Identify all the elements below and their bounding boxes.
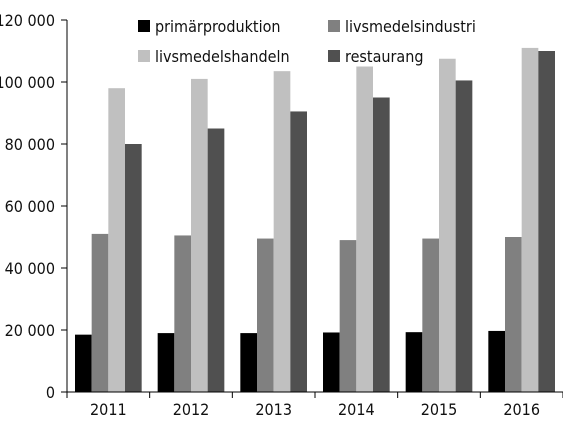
y-ticks: 0 20 000 40 000 60 000 80 000 100 000 120 000 [0,11,67,402]
bar-primärproduktion-2016 [488,330,505,392]
series-primärproduktion [75,330,505,392]
legend-swatch [138,50,150,62]
y-tick-label: 60 000 [5,197,55,216]
bar-livsmedelsindustri-2012 [174,235,191,392]
bar-livsmedelshandeln-2016 [521,47,539,393]
bar-primärproduktion-2011 [75,334,92,392]
bar-livsmedelshandeln-2015 [439,58,456,392]
bar-restaurang-2014 [373,97,390,392]
bar-livsmedelsindustri-2016 [505,237,522,392]
x-tick-label: 2012 [173,400,210,419]
bar-primärproduktion-2013 [240,333,257,392]
x-tick-label: 2016 [503,400,540,419]
bar-primärproduktion-2012 [157,333,175,392]
bar-livsmedelsindustri-2013 [257,238,274,392]
y-tick-label: 120 000 [0,11,55,30]
y-tick-label: 20 000 [5,321,55,340]
bar-restaurang-2013 [290,111,307,392]
bar-livsmedelsindustri-2015 [422,238,439,392]
bar-restaurang-2015 [455,80,473,392]
y-tick-label: 40 000 [5,259,55,278]
bar-livsmedelshandeln-2011 [108,88,125,392]
series-livsmedelsindustri [91,233,522,392]
legend-swatch [328,50,340,62]
x-tick-label: 2014 [338,400,375,419]
bars [75,47,555,393]
legend-item: livsmedelsindustri [328,17,476,36]
bar-livsmedelsindustri-2011 [91,233,109,392]
legend-label: primärproduktion [155,17,281,36]
bar-livsmedelshandeln-2012 [191,78,208,393]
x-tick-label: 2011 [90,400,127,419]
legend: primärproduktion livsmedelsindustri livsme… [138,17,476,66]
legend-label: livsmedelsindustri [345,17,476,36]
y-tick-label: 0 [46,383,55,402]
x-tick-label: 2015 [421,400,458,419]
series-restaurang [125,51,555,392]
legend-swatch [328,20,340,32]
legend-item: livsmedelshandeln [138,47,290,66]
x-tick-label: 2013 [255,400,292,419]
legend-swatch [138,20,150,32]
series-livsmedelshandeln [108,47,539,393]
x-axis: 2011 2012 2013 2014 2015 2016 [66,391,563,419]
y-axis: 0 20 000 40 000 60 000 80 000 100 000 120 000 [0,11,68,402]
bar-primärproduktion-2014 [323,332,340,392]
y-tick-label: 100 000 [0,73,55,92]
bar-livsmedelshandeln-2013 [273,71,291,393]
bar-livsmedelshandeln-2014 [356,66,373,392]
legend-label: restaurang [345,47,424,66]
legend-item: restaurang [328,47,424,66]
y-tick-label: 80 000 [5,135,55,154]
bar-restaurang-2011 [125,144,142,392]
legend-label: livsmedelshandeln [155,47,290,66]
bar-restaurang-2012 [207,128,225,392]
bar-restaurang-2016 [538,51,555,392]
bar-primärproduktion-2015 [405,332,423,392]
x-ticks: 2011 2012 2013 2014 2015 2016 [66,392,563,419]
legend-item: primärproduktion [138,17,281,36]
bar-livsmedelsindustri-2014 [339,240,357,392]
